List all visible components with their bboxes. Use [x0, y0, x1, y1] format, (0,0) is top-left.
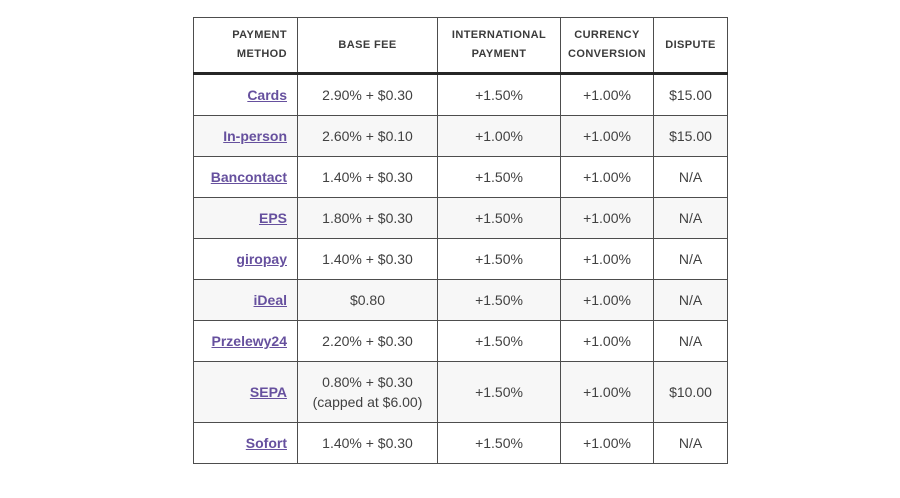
- payment-method-cell: iDeal: [193, 279, 298, 321]
- currency-conversion-cell: +1.00%: [560, 73, 654, 116]
- currency-conversion-cell: +1.00%: [560, 115, 654, 157]
- international-payment-cell: +1.50%: [437, 361, 561, 423]
- international-payment-cell: +1.50%: [437, 156, 561, 198]
- fees-table-body: Cards 2.90% + $0.30 +1.50% +1.00% $15.00…: [193, 73, 728, 464]
- table-row: Przelewy24 2.20% + $0.30 +1.50% +1.00% N…: [193, 320, 728, 362]
- payment-method-link[interactable]: Przelewy24: [211, 333, 288, 349]
- international-payment-cell: +1.50%: [437, 238, 561, 280]
- international-payment-cell: +1.50%: [437, 422, 561, 464]
- table-row: In-person 2.60% + $0.10 +1.00% +1.00% $1…: [193, 115, 728, 157]
- payment-method-link[interactable]: iDeal: [253, 292, 287, 308]
- column-header-payment-method: PAYMENT METHOD: [193, 17, 298, 75]
- currency-conversion-cell: +1.00%: [560, 238, 654, 280]
- table-row: iDeal $0.80 +1.50% +1.00% N/A: [193, 279, 728, 321]
- table-row: Sofort 1.40% + $0.30 +1.50% +1.00% N/A: [193, 422, 728, 464]
- payment-method-link[interactable]: Bancontact: [210, 169, 287, 185]
- base-fee-cell: 1.80% + $0.30: [297, 197, 438, 239]
- header-row: PAYMENT METHOD BASE FEE INTERNATIONAL PA…: [193, 17, 728, 75]
- international-payment-cell: +1.50%: [437, 197, 561, 239]
- dispute-cell: N/A: [653, 197, 728, 239]
- international-payment-cell: +1.50%: [437, 279, 561, 321]
- base-fee-cell: 1.40% + $0.30: [297, 422, 438, 464]
- payment-method-link[interactable]: SEPA: [249, 384, 287, 400]
- dispute-cell: N/A: [653, 279, 728, 321]
- currency-conversion-cell: +1.00%: [560, 156, 654, 198]
- column-header-international-payment: INTERNATIONAL PAYMENT: [437, 17, 561, 75]
- payment-method-cell: Przelewy24: [193, 320, 298, 362]
- international-payment-cell: +1.50%: [437, 320, 561, 362]
- table-row: giropay 1.40% + $0.30 +1.50% +1.00% N/A: [193, 238, 728, 280]
- payment-method-cell: Cards: [193, 73, 298, 116]
- payment-method-link[interactable]: In-person: [223, 128, 287, 144]
- dispute-cell: $10.00: [653, 361, 728, 423]
- payment-method-cell: giropay: [193, 238, 298, 280]
- payment-fees-table: PAYMENT METHOD BASE FEE INTERNATIONAL PA…: [193, 17, 728, 464]
- dispute-cell: $15.00: [653, 115, 728, 157]
- fees-table-header: PAYMENT METHOD BASE FEE INTERNATIONAL PA…: [193, 17, 728, 75]
- payment-method-link[interactable]: Cards: [247, 87, 287, 103]
- international-payment-cell: +1.50%: [437, 73, 561, 116]
- table-row: EPS 1.80% + $0.30 +1.50% +1.00% N/A: [193, 197, 728, 239]
- table-row: SEPA 0.80% + $0.30 (capped at $6.00) +1.…: [193, 361, 728, 423]
- payment-method-cell: EPS: [193, 197, 298, 239]
- dispute-cell: N/A: [653, 422, 728, 464]
- currency-conversion-cell: +1.00%: [560, 279, 654, 321]
- dispute-cell: N/A: [653, 238, 728, 280]
- column-header-base-fee: BASE FEE: [297, 17, 438, 75]
- payment-method-link[interactable]: Sofort: [245, 435, 287, 451]
- table-row: Cards 2.90% + $0.30 +1.50% +1.00% $15.00: [193, 73, 728, 116]
- dispute-cell: N/A: [653, 156, 728, 198]
- base-fee-cell: 1.40% + $0.30: [297, 238, 438, 280]
- base-fee-cell: 2.60% + $0.10: [297, 115, 438, 157]
- international-payment-cell: +1.00%: [437, 115, 561, 157]
- currency-conversion-cell: +1.00%: [560, 320, 654, 362]
- base-fee-cell: 2.20% + $0.30: [297, 320, 438, 362]
- dispute-cell: $15.00: [653, 73, 728, 116]
- base-fee-cell: 0.80% + $0.30 (capped at $6.00): [297, 361, 438, 423]
- payment-method-cell: SEPA: [193, 361, 298, 423]
- column-header-currency-conversion: CURRENCY CONVERSION: [560, 17, 654, 75]
- base-fee-cell: $0.80: [297, 279, 438, 321]
- payment-method-link[interactable]: EPS: [258, 210, 287, 226]
- currency-conversion-cell: +1.00%: [560, 197, 654, 239]
- payment-method-cell: Sofort: [193, 422, 298, 464]
- payment-method-cell: In-person: [193, 115, 298, 157]
- column-header-dispute: DISPUTE: [653, 17, 728, 75]
- table-row: Bancontact 1.40% + $0.30 +1.50% +1.00% N…: [193, 156, 728, 198]
- payment-method-cell: Bancontact: [193, 156, 298, 198]
- dispute-cell: N/A: [653, 320, 728, 362]
- base-fee-cell: 2.90% + $0.30: [297, 73, 438, 116]
- payment-method-link[interactable]: giropay: [236, 251, 287, 267]
- currency-conversion-cell: +1.00%: [560, 422, 654, 464]
- currency-conversion-cell: +1.00%: [560, 361, 654, 423]
- base-fee-cell: 1.40% + $0.30: [297, 156, 438, 198]
